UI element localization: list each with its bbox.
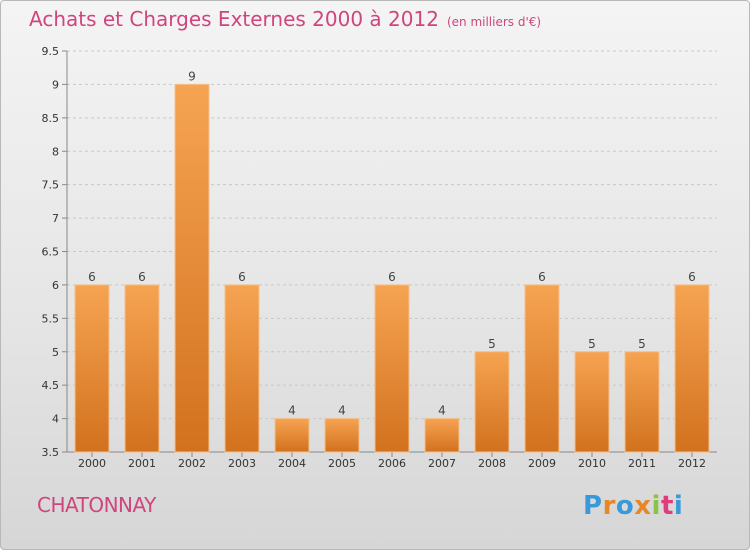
x-tick-label: 2003 — [228, 457, 256, 470]
logo-letter: o — [615, 491, 635, 521]
x-tick-label: 2012 — [678, 457, 706, 470]
y-tick-label: 5 — [52, 346, 59, 359]
x-tick-label: 2007 — [428, 457, 456, 470]
x-tick-label: 2005 — [328, 457, 356, 470]
data-label: 6 — [138, 270, 146, 284]
logo-letter: x — [634, 491, 652, 521]
commune-name: CHATONNAY — [37, 493, 156, 517]
bar-2004 — [274, 418, 310, 453]
data-labels: 6 6 9 6 4 4 6 4 5 6 5 5 6 — [88, 69, 696, 417]
x-tick-label: 2004 — [278, 457, 306, 470]
logo-letter: i — [651, 491, 661, 521]
y-tick-label: 8.5 — [42, 112, 60, 125]
logo-letter: i — [673, 491, 684, 521]
data-label: 5 — [588, 337, 596, 351]
data-label: 6 — [538, 270, 546, 284]
proxiti-logo: Proxiti — [583, 491, 683, 521]
y-tick-label: 7 — [52, 212, 59, 225]
x-tick-label: 2008 — [478, 457, 506, 470]
bar-2007 — [424, 418, 460, 453]
data-label: 4 — [288, 404, 296, 418]
bar-2011 — [624, 351, 660, 453]
bar-2008 — [474, 351, 510, 453]
x-tick-label: 2009 — [528, 457, 556, 470]
bar-2000 — [74, 284, 110, 453]
logo-letter: P — [583, 491, 603, 521]
y-tick-label: 3.5 — [42, 446, 60, 459]
bar-2010 — [574, 351, 610, 453]
data-label: 6 — [238, 270, 246, 284]
y-tick-label: 8 — [52, 145, 59, 158]
y-tick-label: 4 — [52, 413, 59, 426]
bar-2003 — [224, 284, 260, 453]
data-label: 6 — [388, 270, 396, 284]
x-tick-label: 2002 — [178, 457, 206, 470]
bar-2006 — [374, 284, 410, 453]
data-label: 5 — [638, 337, 646, 351]
y-tick-label: 4.5 — [42, 379, 60, 392]
bar-2001 — [124, 284, 160, 453]
chart-title: Achats et Charges Externes 2000 à 2012 (e… — [29, 7, 542, 31]
x-tick-label: 2011 — [628, 457, 656, 470]
data-label: 6 — [688, 270, 696, 284]
bar-2012 — [674, 284, 710, 453]
logo-letter: t — [660, 491, 674, 521]
data-label: 5 — [488, 337, 496, 351]
y-tick-label: 9.5 — [42, 45, 60, 58]
y-tick-label: 9 — [52, 78, 59, 91]
chart-subtitle: (en milliers d'€) — [446, 15, 542, 29]
x-tick-label: 2001 — [128, 457, 156, 470]
data-label: 9 — [188, 69, 196, 83]
data-label: 4 — [338, 404, 346, 418]
data-label: 4 — [438, 404, 446, 418]
y-tick-label: 6.5 — [42, 246, 60, 259]
y-tick-label: 5.5 — [42, 312, 60, 325]
y-tick-label: 7.5 — [42, 179, 60, 192]
bar-2002 — [174, 83, 210, 453]
bars — [74, 83, 710, 453]
x-tick-label: 2000 — [78, 457, 106, 470]
bar-2009 — [524, 284, 560, 453]
x-tick-label: 2010 — [578, 457, 606, 470]
x-tick-label: 2006 — [378, 457, 406, 470]
data-label: 6 — [88, 270, 96, 284]
logo-letter: r — [602, 491, 616, 521]
bar-2005 — [324, 418, 360, 453]
y-tick-label: 6 — [52, 279, 59, 292]
